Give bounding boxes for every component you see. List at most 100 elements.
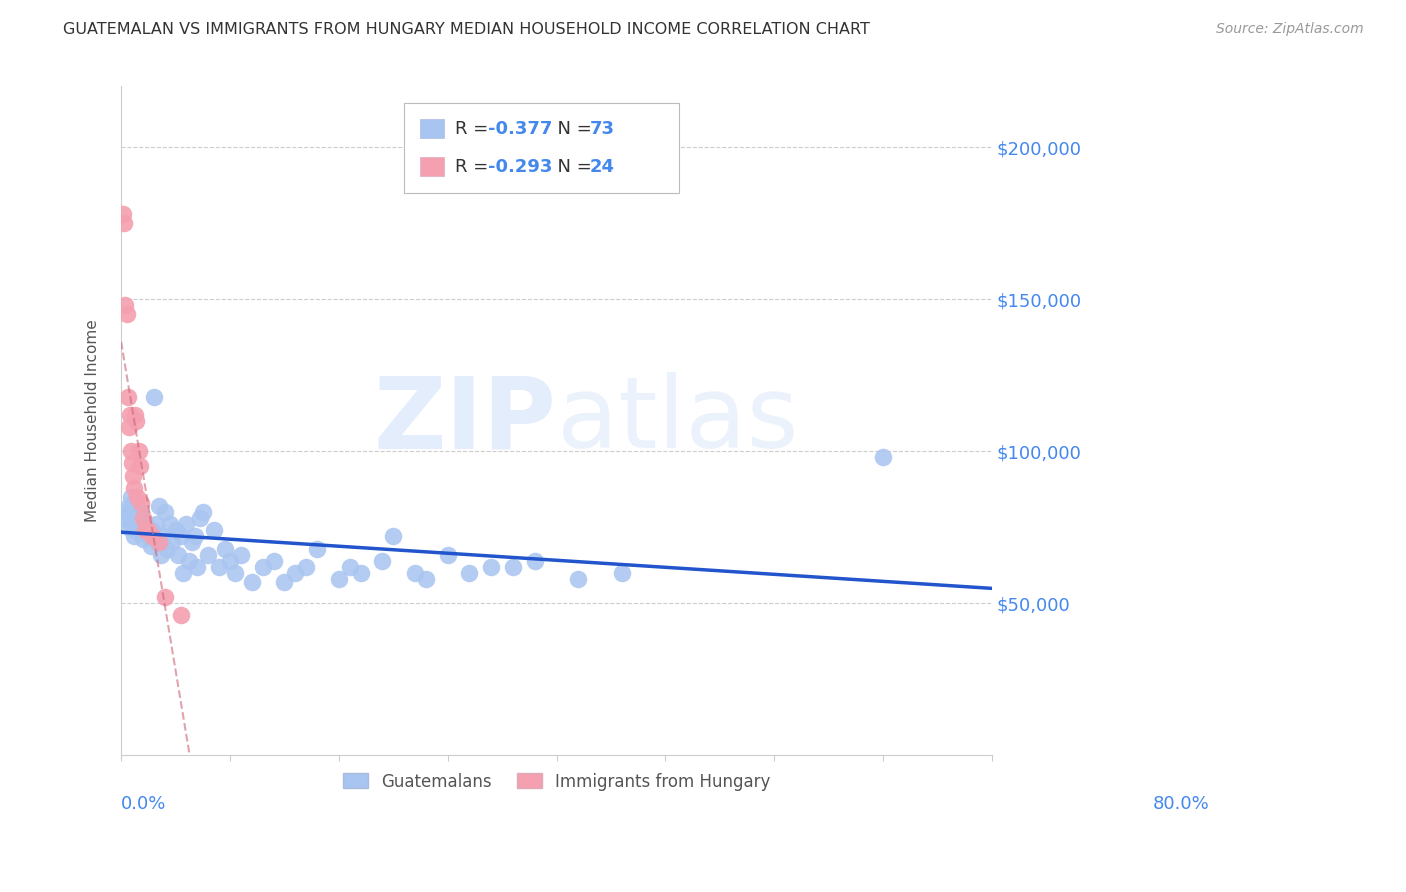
Text: ZIP: ZIP <box>374 372 557 469</box>
Point <box>141 529 163 543</box>
Text: N =: N = <box>546 120 598 137</box>
Point <box>567 572 589 586</box>
Point <box>117 520 139 534</box>
Point <box>307 541 329 556</box>
Y-axis label: Median Household Income: Median Household Income <box>86 319 100 522</box>
Point <box>128 517 150 532</box>
Text: 24: 24 <box>589 158 614 176</box>
Point <box>142 390 165 404</box>
Point <box>129 496 152 510</box>
Text: -0.293: -0.293 <box>488 158 553 176</box>
Point <box>166 548 188 562</box>
Point <box>371 554 394 568</box>
Point <box>118 499 141 513</box>
Text: 73: 73 <box>589 120 614 137</box>
Point <box>176 517 198 532</box>
Point <box>162 535 184 549</box>
Point <box>112 207 135 221</box>
Text: R =: R = <box>454 120 494 137</box>
Point <box>115 307 138 321</box>
Point <box>128 444 150 458</box>
Point <box>134 524 156 538</box>
Text: -0.377: -0.377 <box>488 120 553 137</box>
Point <box>458 566 481 580</box>
Point <box>124 511 146 525</box>
Text: N =: N = <box>546 158 598 176</box>
Text: R =: R = <box>454 158 494 176</box>
Point <box>132 514 155 528</box>
Point <box>263 554 285 568</box>
Text: GUATEMALAN VS IMMIGRANTS FROM HUNGARY MEDIAN HOUSEHOLD INCOME CORRELATION CHART: GUATEMALAN VS IMMIGRANTS FROM HUNGARY ME… <box>63 22 870 37</box>
Point <box>184 529 207 543</box>
Point <box>170 529 193 543</box>
Point <box>120 490 142 504</box>
Point <box>172 566 194 580</box>
Point <box>150 548 173 562</box>
Point <box>165 524 187 538</box>
Point <box>197 548 219 562</box>
Point <box>121 457 143 471</box>
Point <box>219 554 242 568</box>
Point <box>156 541 179 556</box>
Point <box>122 481 145 495</box>
Point <box>349 566 371 580</box>
Point <box>382 529 405 543</box>
Point <box>124 408 146 422</box>
Point <box>132 533 155 547</box>
Point <box>118 508 141 522</box>
Point <box>273 574 295 589</box>
Point <box>138 524 160 538</box>
Point <box>177 554 200 568</box>
Point <box>610 566 633 580</box>
Text: 80.0%: 80.0% <box>1153 796 1209 814</box>
Point <box>135 517 157 532</box>
Point <box>159 517 181 532</box>
Point <box>138 529 160 543</box>
Point <box>112 216 135 230</box>
Point <box>139 539 162 553</box>
Point <box>284 566 307 580</box>
FancyBboxPatch shape <box>420 120 444 138</box>
Point <box>191 505 214 519</box>
Point <box>202 524 225 538</box>
Point <box>134 526 156 541</box>
Point <box>148 499 170 513</box>
Point <box>153 591 176 605</box>
Point <box>127 490 149 504</box>
Point <box>146 535 169 549</box>
Point <box>129 508 152 522</box>
Point <box>479 559 502 574</box>
FancyBboxPatch shape <box>420 157 444 176</box>
Point <box>188 511 211 525</box>
Point <box>128 505 150 519</box>
Point <box>128 459 150 474</box>
Point <box>153 505 176 519</box>
Point <box>208 559 231 574</box>
Point <box>170 608 193 623</box>
Text: 0.0%: 0.0% <box>121 796 166 814</box>
Point <box>132 511 155 525</box>
Point <box>523 554 546 568</box>
Point <box>502 559 524 574</box>
Text: Source: ZipAtlas.com: Source: ZipAtlas.com <box>1216 22 1364 37</box>
Point <box>252 559 274 574</box>
Point <box>186 559 208 574</box>
FancyBboxPatch shape <box>404 103 679 194</box>
Point <box>117 390 139 404</box>
Point <box>240 574 263 589</box>
Point <box>152 529 174 543</box>
Point <box>872 450 894 465</box>
Point <box>214 541 236 556</box>
Point <box>148 535 170 549</box>
Text: atlas: atlas <box>557 372 799 469</box>
Point <box>118 420 141 434</box>
Point <box>120 444 142 458</box>
Point <box>121 517 143 532</box>
Point <box>415 572 437 586</box>
Point <box>180 535 202 549</box>
Point <box>118 408 141 422</box>
Point <box>122 468 145 483</box>
Point <box>328 572 350 586</box>
Point <box>141 524 163 538</box>
Legend: Guatemalans, Immigrants from Hungary: Guatemalans, Immigrants from Hungary <box>336 766 778 797</box>
